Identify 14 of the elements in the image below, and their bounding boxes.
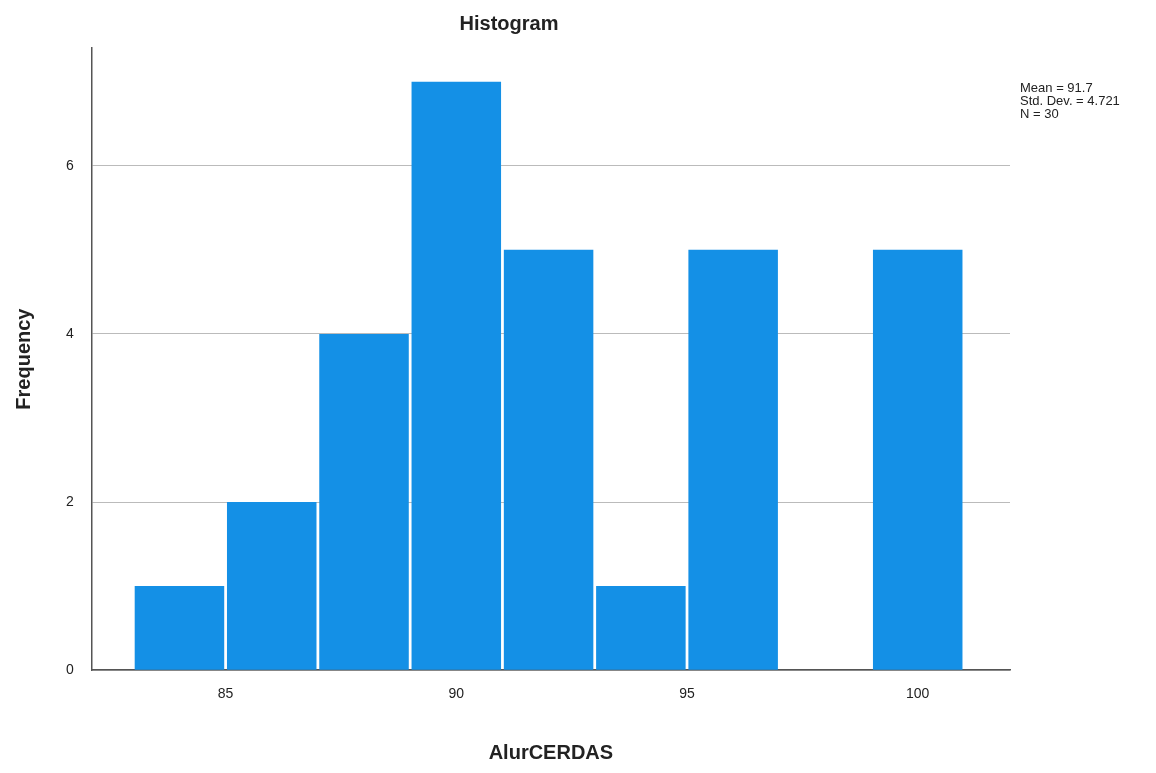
text: Mean = 91.7 [1020, 80, 1093, 96]
x-tick-label: 100 [906, 685, 930, 702]
y-tick-label: 0 [65, 661, 74, 678]
y-axis-title: Frequency [11, 307, 34, 410]
y-tick-label: 6 [65, 156, 74, 173]
x-tick-label: 90 [448, 685, 465, 702]
x-tick-label: 85 [217, 685, 234, 702]
y-tick-label: 2 [65, 492, 74, 509]
chart-title: Histogram [459, 11, 559, 34]
y-tick-label: 4 [65, 324, 74, 341]
text: N = 30 [1020, 106, 1059, 122]
x-axis-title: AlurCERDAS [488, 740, 614, 763]
x-tick-label: 95 [679, 685, 696, 702]
text: Std. Dev. = 4.721 [1020, 93, 1120, 109]
